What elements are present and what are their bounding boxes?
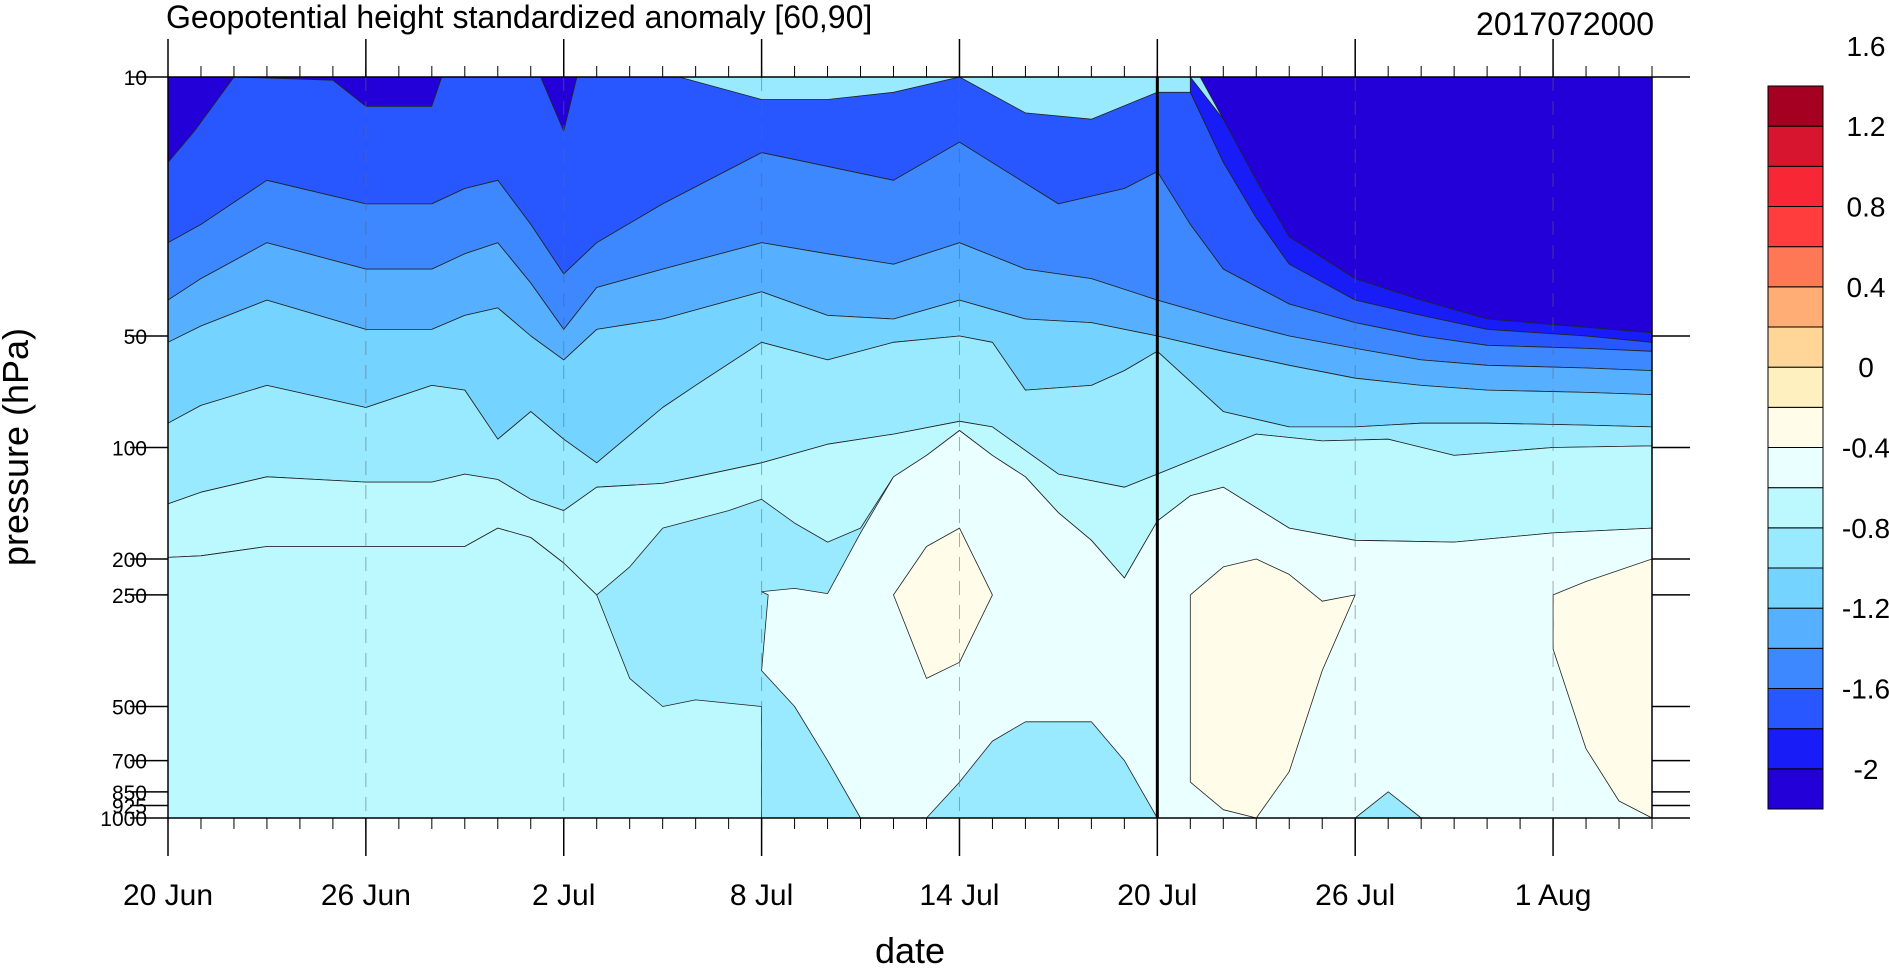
x-tick-label: 8 Jul xyxy=(730,879,793,912)
colorbar-label: 1.2 xyxy=(1847,111,1886,142)
colorbar-box xyxy=(1767,607,1824,649)
colorbar-label: -0.8 xyxy=(1842,513,1889,544)
colorbar-label: -1.6 xyxy=(1842,674,1889,705)
colorbar-box xyxy=(1767,647,1824,689)
colorbar-box xyxy=(1767,125,1824,167)
colorbar-label: 0.4 xyxy=(1847,272,1886,303)
plot-area xyxy=(167,76,1653,819)
x-tick-label: 20 Jun xyxy=(123,879,213,912)
x-axis: 20 Jun 26 Jun 2 Jul 8 Jul 14 Jul 20 Jul 26 Jul… xyxy=(123,39,1653,912)
colorbar-label: 0.8 xyxy=(1847,192,1886,223)
colorbar-box xyxy=(1767,326,1824,368)
colorbar-box xyxy=(1767,768,1824,810)
x-tick-label: 14 Jul xyxy=(919,879,999,912)
colorbar-label: -0.4 xyxy=(1842,433,1889,464)
colorbar-label: 1.6 xyxy=(1847,31,1886,62)
colorbar-box xyxy=(1767,246,1824,288)
colorbar-box xyxy=(1767,527,1824,569)
y-tick-label: 250 xyxy=(112,585,147,608)
y-tick-label: 1000 xyxy=(100,808,147,831)
y-tick-label: 850 xyxy=(112,782,147,805)
x-tick-label: 1 Aug xyxy=(1515,879,1592,912)
y-tick-label: 925 xyxy=(112,795,147,818)
contour-band-12 xyxy=(1552,558,1653,819)
colorbar-box xyxy=(1767,286,1824,328)
chart-title: Geopotential height standardized anomaly… xyxy=(166,0,872,35)
x-axis-title: date xyxy=(875,930,945,969)
colorbar-label: -1.2 xyxy=(1842,593,1889,624)
x-tick-label: 2 Jul xyxy=(532,879,595,912)
colorbar-box xyxy=(1767,728,1824,770)
colorbar-box xyxy=(1767,406,1824,449)
x-tick-label: 26 Jul xyxy=(1315,879,1395,912)
y-tick-label: 10 xyxy=(124,67,147,90)
colorbar-box xyxy=(1767,366,1824,408)
y-tick-label: 700 xyxy=(112,751,147,774)
contour-band-10 xyxy=(893,527,993,679)
colorbar-label: 0 xyxy=(1858,352,1874,383)
colorbar-label: -2 xyxy=(1854,754,1879,785)
colorbar-box xyxy=(1767,165,1824,207)
colorbar: 21.61.20.80.40-0.4-0.8-1.2-1.6-2 xyxy=(1767,31,1889,810)
colorbar-box xyxy=(1767,206,1824,248)
x-tick-label: 20 Jul xyxy=(1117,879,1197,912)
x-tick-label: 26 Jun xyxy=(321,879,411,912)
colorbar-box xyxy=(1767,688,1824,730)
colorbar-box xyxy=(1767,85,1824,127)
y-tick-label: 200 xyxy=(112,549,147,572)
y-tick-label: 500 xyxy=(112,696,147,719)
y-axis-title: pressure (hPa) xyxy=(0,328,36,566)
y-tick-label: 100 xyxy=(112,438,147,461)
colorbar-box xyxy=(1767,447,1824,489)
contour-layer xyxy=(167,76,1653,819)
colorbar-box xyxy=(1767,567,1824,609)
date-label: 2017072000 xyxy=(1476,6,1654,42)
y-tick-label: 50 xyxy=(124,326,147,349)
colorbar-box xyxy=(1767,487,1824,529)
